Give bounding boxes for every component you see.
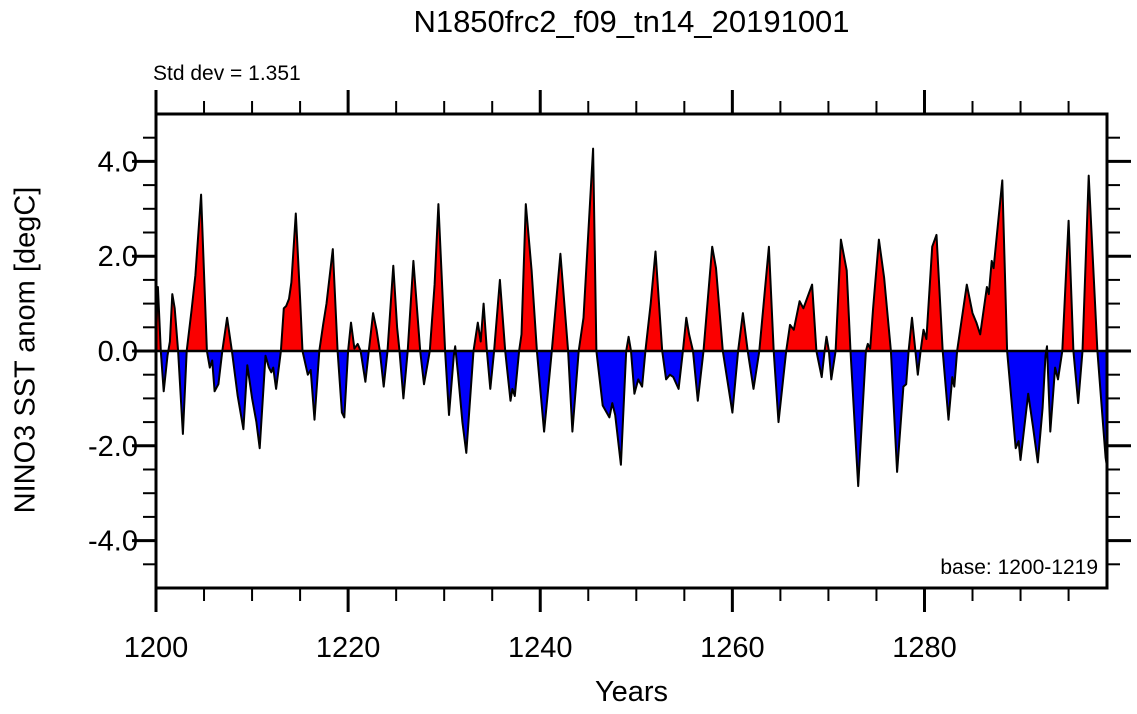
base-period-annotation: base: 1200-1219 bbox=[940, 556, 1098, 579]
negative-anomaly-area bbox=[156, 351, 1107, 487]
y-tick-label: -2.0 bbox=[88, 431, 138, 463]
plot-title: N1850frc2_f09_tn14_20191001 bbox=[413, 4, 850, 39]
x-tick-label: 1240 bbox=[508, 632, 573, 664]
plot-frame bbox=[154, 112, 1109, 590]
anomaly-curve bbox=[155, 147, 1108, 488]
x-tick-label: 1280 bbox=[892, 632, 957, 664]
x-tick-label: 1260 bbox=[700, 632, 765, 664]
y-tick-label: 2.0 bbox=[98, 241, 138, 273]
x-axis-title: Years bbox=[594, 676, 669, 708]
positive-anomaly-area bbox=[156, 148, 1107, 351]
y-tick-label: 4.0 bbox=[98, 146, 138, 178]
y-tick-label: -4.0 bbox=[88, 526, 138, 558]
y-tick-label: 0.0 bbox=[98, 336, 138, 368]
x-tick-label: 1220 bbox=[316, 632, 381, 664]
x-tick-label: 1200 bbox=[124, 632, 189, 664]
std-dev-annotation: Std dev = 1.351 bbox=[153, 62, 301, 85]
